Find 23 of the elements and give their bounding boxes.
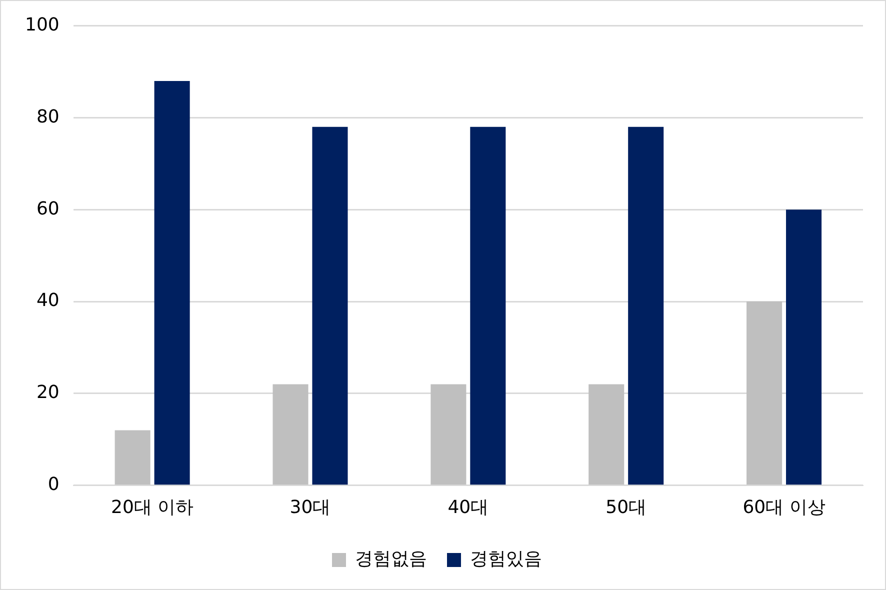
x-tick-label: 60대 이상 xyxy=(742,496,826,518)
x-tick-label: 20대 이하 xyxy=(111,496,194,518)
y-tick-label: 60 xyxy=(36,198,60,220)
bar xyxy=(430,384,466,485)
bar xyxy=(470,126,506,485)
y-tick-label: 0 xyxy=(48,474,60,496)
bar xyxy=(154,80,190,485)
y-tick-label: 40 xyxy=(36,290,60,312)
legend-label: 경험없음 xyxy=(355,548,427,570)
bar xyxy=(272,384,308,485)
y-tick-label: 80 xyxy=(36,106,60,128)
x-tick-label: 50대 xyxy=(606,496,647,518)
bar xyxy=(114,430,150,485)
bar xyxy=(786,210,822,485)
bar xyxy=(588,384,624,485)
y-tick-label: 100 xyxy=(24,14,60,36)
x-tick-label: 40대 xyxy=(448,496,489,518)
y-tick-label: 20 xyxy=(36,382,60,404)
x-tick-label: 30대 xyxy=(290,496,331,518)
bar xyxy=(628,126,664,485)
bar xyxy=(312,126,348,485)
bar xyxy=(746,302,782,485)
legend-label: 경험있음 xyxy=(470,548,542,570)
